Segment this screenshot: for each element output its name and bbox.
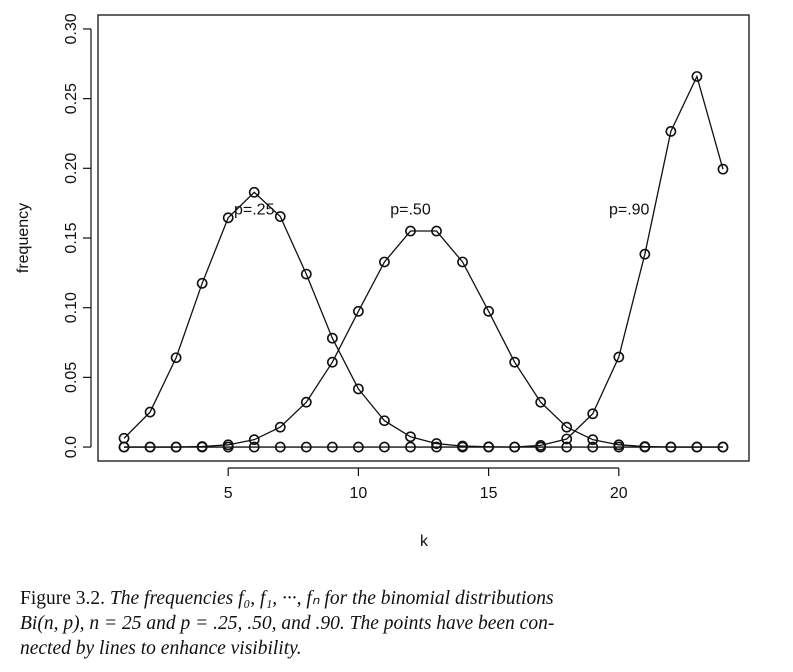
data-point — [352, 383, 364, 395]
data-point — [248, 434, 260, 446]
data-point — [352, 441, 364, 453]
x-axis-label: k — [420, 533, 429, 550]
data-point — [535, 439, 547, 451]
data-point — [665, 441, 677, 453]
data-point — [561, 433, 573, 445]
data-point — [613, 351, 625, 363]
data-point — [457, 441, 468, 453]
x-tick-label: 5 — [224, 485, 233, 502]
x-tick-label: 10 — [350, 485, 368, 502]
series-layer: p=.25 p=.50 p=.90 — [118, 71, 729, 453]
caption-line-3: nected by lines to enhance visibility. — [20, 638, 302, 659]
caption-line-2: Bi(n, p), n = 25 and p = .25, .50, and .… — [20, 613, 555, 634]
series-label: p=.50 — [390, 201, 431, 218]
y-tick-label: 0.20 — [63, 153, 80, 184]
data-point — [144, 441, 156, 453]
series-1: p=.25 — [118, 186, 729, 453]
data-point — [274, 421, 286, 433]
data-point — [300, 441, 312, 453]
data-point — [431, 438, 442, 449]
data-point — [483, 305, 494, 317]
data-point — [717, 163, 729, 175]
data-point — [405, 225, 416, 237]
y-axis: 0.0 0.05 0.10 0.15 0.20 0.25 0.30 — [63, 13, 92, 458]
data-point — [222, 441, 234, 453]
y-tick-label: 0.05 — [63, 362, 80, 393]
data-point — [379, 256, 390, 268]
data-point — [379, 441, 390, 453]
data-point — [352, 305, 364, 317]
binomial-frequency-chart: 0.0 0.05 0.10 0.15 0.20 0.25 0.30 5 10 15 20 p=.2… — [15, 13, 750, 550]
x-axis: 5 10 15 20 — [224, 467, 628, 502]
y-tick-label: 0.25 — [63, 83, 80, 114]
data-point — [170, 441, 182, 453]
data-point — [379, 415, 390, 427]
data-point — [691, 71, 703, 82]
data-point — [118, 441, 130, 453]
series-2: p=.50 — [118, 201, 729, 453]
caption-prefix: Figure 3.2. — [20, 588, 110, 609]
data-point — [587, 434, 599, 446]
data-point — [326, 441, 338, 453]
data-point — [613, 439, 625, 451]
series-3: p=.90 — [118, 71, 729, 453]
data-point — [509, 441, 521, 453]
data-point — [483, 441, 494, 453]
data-point — [274, 441, 286, 453]
data-point — [274, 211, 286, 222]
data-point — [431, 225, 442, 237]
data-point — [144, 406, 156, 418]
data-point — [561, 421, 573, 433]
data-point — [170, 352, 182, 364]
data-point — [196, 277, 208, 289]
caption-line-1-text: The frequencies f₀, f₁, ···, fₙ for the … — [109, 588, 554, 609]
y-tick-label: 0.30 — [63, 13, 80, 44]
data-point — [405, 441, 416, 453]
data-point — [457, 256, 468, 268]
y-axis-label: frequency — [15, 203, 32, 273]
y-tick-label: 0.0 — [63, 436, 80, 458]
data-point — [561, 441, 573, 453]
data-point — [405, 431, 416, 443]
figure-caption: Figure 3.2. The frequencies f₀, f₁, ···,… — [20, 586, 780, 661]
data-point — [587, 441, 599, 453]
plot-frame — [97, 14, 750, 462]
data-point — [300, 396, 312, 408]
data-point — [248, 441, 260, 453]
data-point — [222, 212, 234, 224]
data-point — [300, 268, 312, 280]
series-line — [124, 74, 724, 448]
y-tick-label: 0.10 — [63, 292, 80, 323]
data-point — [535, 396, 547, 408]
data-point — [431, 441, 442, 453]
x-tick-label: 15 — [480, 485, 498, 502]
series-line — [124, 230, 723, 448]
data-point — [717, 441, 729, 453]
data-point — [326, 356, 338, 368]
series-label: p=.25 — [234, 201, 275, 218]
data-point — [248, 186, 260, 198]
data-point — [587, 408, 599, 420]
data-point — [509, 356, 521, 368]
caption-line-1: Figure 3.2. The frequencies f₀, f₁, ···,… — [20, 586, 780, 611]
data-point — [691, 441, 703, 453]
series-label: p=.90 — [609, 201, 650, 218]
data-point — [196, 441, 208, 453]
x-tick-label: 20 — [610, 485, 628, 502]
data-point — [326, 332, 338, 344]
data-point — [665, 125, 677, 137]
data-point — [639, 248, 651, 260]
y-tick-label: 0.15 — [63, 222, 80, 253]
data-point — [639, 441, 651, 452]
